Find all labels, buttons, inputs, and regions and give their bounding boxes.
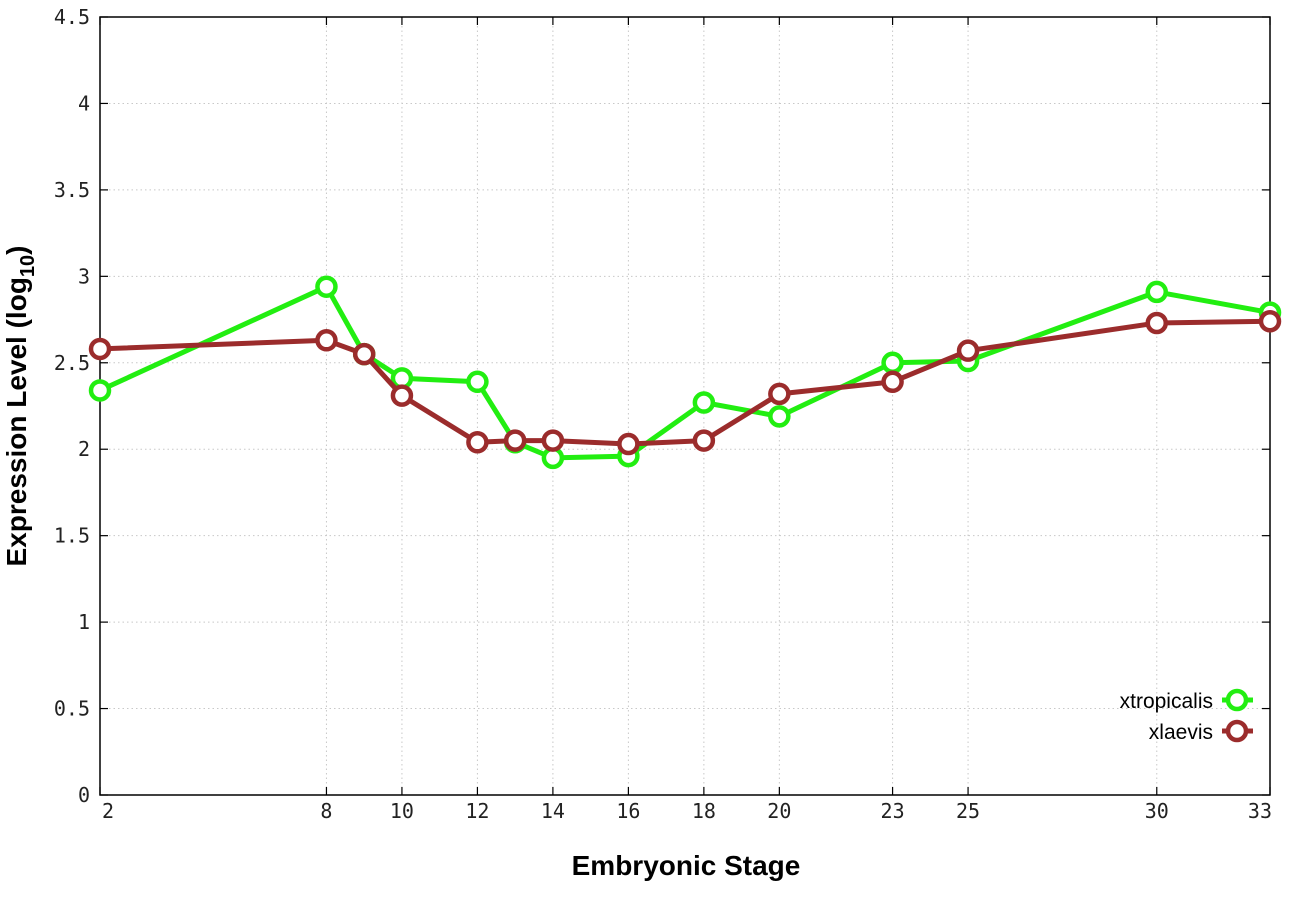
data-point-xtropicalis (466, 370, 489, 394)
data-point-xlaevis (881, 370, 904, 394)
x-tick-label: 25 (956, 799, 980, 823)
data-point-xlaevis (466, 431, 489, 454)
data-point-xlaevis (315, 329, 338, 352)
legend-label-xlaevis: xlaevis (1149, 721, 1213, 744)
x-tick-label: 20 (767, 799, 791, 823)
series-xlaevis (88, 310, 1282, 456)
data-point-xtropicalis (315, 275, 338, 298)
x-tick-label: 14 (541, 799, 565, 823)
data-point-xtropicalis (768, 405, 791, 428)
x-tick-label: 12 (465, 799, 489, 823)
x-tick-label: 2 (102, 799, 114, 823)
data-point-xtropicalis (692, 391, 716, 414)
data-point-xlaevis (503, 429, 527, 452)
data-point-xlaevis (956, 339, 980, 362)
data-point-xlaevis (692, 429, 716, 452)
y-tick-label: 3 (78, 264, 90, 288)
data-point-xtropicalis (881, 351, 904, 375)
series-line-xtropicalis (97, 284, 1273, 461)
grid (100, 17, 1270, 795)
x-tick-label: 18 (692, 799, 716, 823)
plot-frame (99, 16, 1271, 796)
y-tick-label: 4 (78, 91, 90, 115)
legend-label-xtropicalis: xtropicalis (1120, 690, 1213, 713)
y-tick-label: 2.5 (54, 351, 90, 375)
axis-ticks: 0 0.5 1 1.5 2 2.5 3 3.5 4 4.5 2 8 10 12 14 16 18 20 23 25 30… (54, 5, 1272, 823)
y-tick-label: 4.5 (54, 5, 90, 29)
data-point-xlaevis (541, 429, 565, 452)
y-tick-label: 0 (78, 783, 90, 807)
series-layer (88, 275, 1282, 470)
data-point-xlaevis (1145, 311, 1169, 335)
data-point-xlaevis (390, 384, 414, 407)
data-point-xlaevis (617, 432, 640, 456)
x-tick-label: 23 (881, 799, 905, 823)
x-tick-label: 33 (1248, 799, 1272, 823)
y-tick-label: 3.5 (54, 178, 90, 202)
y-axis-title-main: Expression Level (log (1, 277, 32, 566)
data-point-xlaevis (88, 337, 112, 361)
data-point-xtropicalis (88, 379, 112, 402)
x-tick-label: 30 (1145, 799, 1169, 823)
y-tick-label: 1.5 (54, 524, 90, 548)
data-point-xlaevis (352, 342, 376, 366)
data-point-xlaevis (1258, 310, 1282, 333)
x-tick-label: 8 (320, 799, 332, 823)
legend-marker-xtropicalis (1225, 688, 1249, 712)
y-axis-title: Expression Level (log10) (1, 246, 39, 567)
x-tick-label: 10 (390, 799, 414, 823)
series-xtropicalis (88, 275, 1282, 470)
data-point-xtropicalis (1145, 280, 1169, 304)
y-axis-title-close: ) (1, 246, 32, 255)
data-point-xlaevis (768, 382, 791, 406)
y-tick-label: 1 (78, 610, 90, 634)
series-line-xlaevis (97, 318, 1273, 447)
x-tick-label: 16 (616, 799, 640, 823)
y-axis-title-subscript: 10 (17, 255, 39, 277)
legend: xtropicalis xlaevis (1120, 688, 1253, 744)
x-axis-title: Embryonic Stage (572, 850, 801, 881)
y-tick-label: 0.5 (54, 697, 90, 721)
y-tick-label: 2 (78, 437, 90, 461)
legend-marker-xlaevis (1225, 719, 1249, 743)
